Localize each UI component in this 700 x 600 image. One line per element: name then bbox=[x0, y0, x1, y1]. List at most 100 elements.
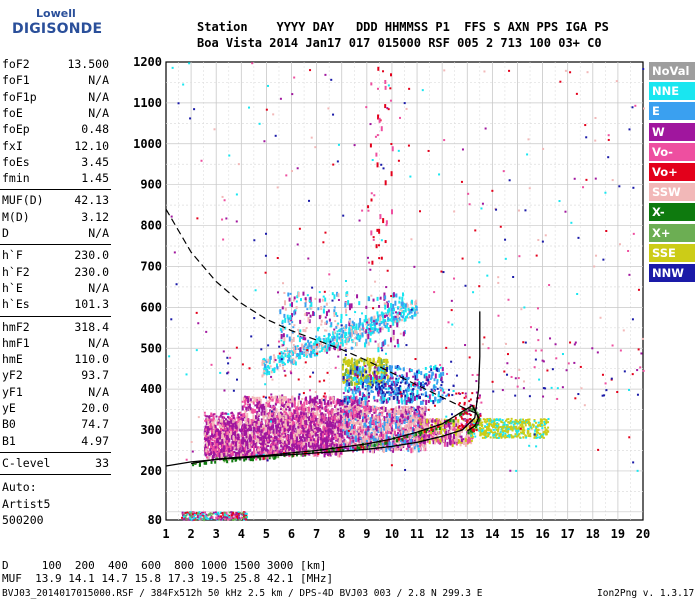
data-point bbox=[428, 429, 431, 432]
data-point bbox=[283, 444, 286, 447]
data-point bbox=[422, 438, 425, 444]
data-point bbox=[328, 414, 331, 417]
data-point bbox=[302, 435, 305, 439]
data-point bbox=[400, 412, 403, 417]
data-point bbox=[298, 406, 301, 410]
data-point bbox=[286, 405, 289, 408]
data-point bbox=[400, 430, 403, 434]
data-point bbox=[394, 407, 397, 410]
data-point bbox=[233, 425, 236, 428]
data-point bbox=[382, 418, 385, 421]
y-tick-label: 700 bbox=[140, 259, 162, 273]
data-point bbox=[398, 413, 401, 416]
data-point bbox=[297, 395, 300, 400]
data-point bbox=[275, 426, 278, 431]
data-point bbox=[421, 409, 424, 415]
data-point bbox=[519, 431, 522, 434]
data-point bbox=[265, 361, 268, 364]
data-point bbox=[351, 433, 354, 438]
data-point bbox=[393, 444, 396, 450]
data-point bbox=[257, 420, 260, 426]
data-point bbox=[323, 399, 326, 405]
data-point bbox=[339, 444, 342, 448]
x-tick-label: 20 bbox=[636, 527, 650, 541]
data-point bbox=[339, 429, 342, 433]
data-point bbox=[239, 439, 242, 445]
data-point bbox=[320, 402, 323, 408]
data-point bbox=[344, 360, 347, 366]
data-point bbox=[467, 436, 470, 442]
data-point bbox=[388, 441, 391, 446]
data-point bbox=[253, 422, 256, 427]
data-point bbox=[311, 420, 314, 423]
data-point bbox=[256, 402, 259, 406]
data-point bbox=[312, 452, 315, 458]
data-point bbox=[258, 396, 261, 401]
data-point bbox=[326, 420, 329, 425]
x-tick-label: 12 bbox=[435, 527, 449, 541]
data-point bbox=[297, 419, 300, 423]
data-point bbox=[254, 404, 257, 407]
data-point bbox=[218, 430, 221, 436]
data-point bbox=[364, 439, 367, 443]
data-point bbox=[211, 429, 214, 434]
data-point bbox=[276, 441, 279, 446]
data-point bbox=[485, 430, 488, 433]
data-point bbox=[451, 436, 454, 440]
data-point bbox=[381, 442, 384, 446]
data-point bbox=[474, 435, 477, 438]
data-point bbox=[305, 419, 308, 425]
data-point bbox=[236, 416, 239, 419]
data-point bbox=[240, 445, 243, 451]
data-point bbox=[275, 419, 278, 424]
data-point bbox=[466, 434, 469, 440]
data-point bbox=[413, 421, 416, 426]
data-point bbox=[449, 423, 452, 426]
data-point bbox=[355, 406, 358, 409]
y-tick-label: 1000 bbox=[133, 137, 162, 151]
data-point bbox=[402, 430, 405, 436]
data-point bbox=[245, 406, 248, 412]
data-point bbox=[269, 397, 272, 402]
data-point bbox=[243, 454, 246, 457]
data-point bbox=[223, 438, 226, 442]
data-point bbox=[343, 438, 346, 442]
data-point bbox=[252, 441, 255, 446]
data-point bbox=[247, 395, 250, 398]
data-point bbox=[246, 413, 249, 419]
data-point bbox=[225, 451, 228, 456]
data-point bbox=[360, 404, 363, 408]
data-point bbox=[262, 439, 265, 445]
data-point bbox=[324, 395, 327, 401]
data-point bbox=[478, 429, 481, 432]
data-point bbox=[346, 362, 349, 367]
data-point bbox=[296, 429, 299, 435]
data-point bbox=[250, 442, 253, 445]
data-point bbox=[207, 439, 210, 445]
data-point bbox=[421, 408, 424, 411]
data-point bbox=[405, 430, 408, 436]
data-point bbox=[220, 449, 223, 453]
data-point bbox=[204, 443, 207, 449]
data-point bbox=[375, 406, 378, 409]
data-point bbox=[376, 359, 379, 363]
data-point bbox=[210, 447, 213, 450]
data-point bbox=[369, 434, 372, 439]
data-point bbox=[244, 442, 247, 448]
data-point bbox=[233, 450, 236, 453]
data-point bbox=[301, 344, 304, 349]
data-point bbox=[442, 437, 445, 443]
data-point bbox=[276, 395, 279, 401]
data-point bbox=[547, 421, 550, 424]
data-point bbox=[432, 426, 435, 429]
data-point bbox=[263, 405, 266, 410]
data-point bbox=[266, 449, 269, 452]
data-point bbox=[241, 413, 244, 418]
data-point bbox=[404, 416, 407, 419]
data-point bbox=[258, 428, 261, 433]
data-point bbox=[518, 426, 521, 429]
data-point bbox=[378, 435, 381, 441]
data-point bbox=[355, 410, 358, 415]
data-point bbox=[363, 422, 366, 428]
data-point bbox=[247, 400, 250, 404]
